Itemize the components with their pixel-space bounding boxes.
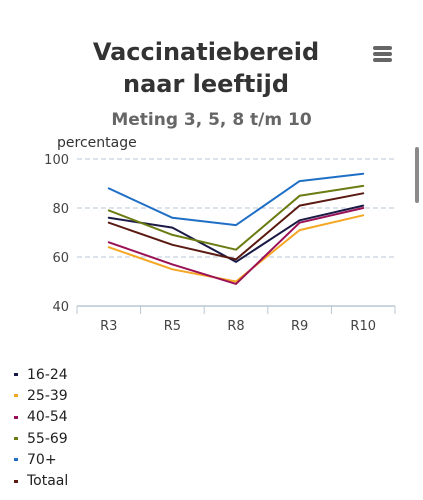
legend-item-5[interactable]: Totaal bbox=[14, 470, 68, 491]
legend-item-1[interactable]: 25-39 bbox=[14, 385, 68, 406]
legend-marker-icon bbox=[14, 458, 18, 462]
legend-label: Totaal bbox=[27, 473, 69, 490]
y-tick-label: 100 bbox=[44, 153, 69, 168]
legend-item-0[interactable]: 16-24 bbox=[14, 364, 68, 385]
series-line-2[interactable] bbox=[107, 207, 365, 285]
legend-marker-icon bbox=[14, 394, 18, 398]
y-axis-label: percentage bbox=[57, 135, 137, 151]
legend-item-3[interactable]: 55-69 bbox=[14, 428, 68, 449]
legend-item-2[interactable]: 40-54 bbox=[14, 407, 68, 428]
x-tick-label-r3: R3 bbox=[100, 319, 117, 334]
legend-label: 40-54 bbox=[27, 409, 68, 426]
series-line-1[interactable] bbox=[107, 214, 365, 283]
chart-legend: 16-24 25-39 40-54 55-69 70+ Totaal bbox=[14, 364, 68, 492]
y-tick-label: 40 bbox=[52, 300, 69, 315]
legend-label: 70+ bbox=[27, 451, 57, 468]
series-line-3[interactable] bbox=[107, 184, 365, 251]
x-tick-label-r10: R10 bbox=[350, 319, 376, 334]
series-line-0[interactable] bbox=[107, 204, 365, 263]
line-chart: 40 60 80 100 R3 R5 R8 R9 R10 bbox=[44, 153, 396, 334]
legend-label: 16-24 bbox=[27, 366, 68, 383]
legend-marker-icon bbox=[14, 437, 18, 441]
legend-marker-icon bbox=[14, 373, 18, 377]
chart-menu-button[interactable] bbox=[366, 40, 398, 68]
y-tick-label: 60 bbox=[52, 251, 69, 266]
legend-label: 25-39 bbox=[27, 387, 68, 404]
chart-title: Vaccinatiebereid naar leeftijd bbox=[92, 38, 320, 98]
x-tick-label-r8: R8 bbox=[227, 319, 244, 334]
x-tick-label-r5: R5 bbox=[164, 319, 181, 334]
y-tick-label: 80 bbox=[52, 202, 69, 217]
chart-subtitle: Meting 3, 5, 8 t/m 10 bbox=[111, 110, 312, 130]
legend-label: 55-69 bbox=[27, 430, 68, 447]
x-tick-label-r9: R9 bbox=[291, 319, 308, 334]
series-line-5[interactable] bbox=[107, 192, 365, 261]
legend-marker-icon bbox=[14, 479, 18, 483]
legend-item-4[interactable]: 70+ bbox=[14, 449, 68, 470]
legend-marker-icon bbox=[14, 415, 18, 419]
series-line-4[interactable] bbox=[107, 172, 365, 227]
scrollbar[interactable] bbox=[415, 147, 419, 203]
